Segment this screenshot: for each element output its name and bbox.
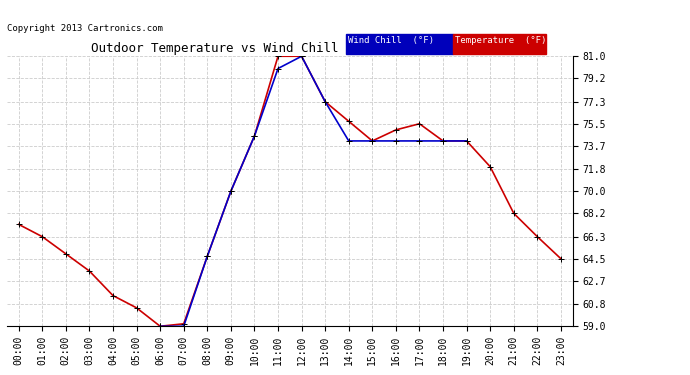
Text: Copyright 2013 Cartronics.com: Copyright 2013 Cartronics.com <box>7 24 163 33</box>
Title: Outdoor Temperature vs Wind Chill (24 Hours) 20130711: Outdoor Temperature vs Wind Chill (24 Ho… <box>91 42 489 55</box>
Text: Wind Chill  (°F): Wind Chill (°F) <box>348 36 435 45</box>
Text: Temperature  (°F): Temperature (°F) <box>455 36 546 45</box>
